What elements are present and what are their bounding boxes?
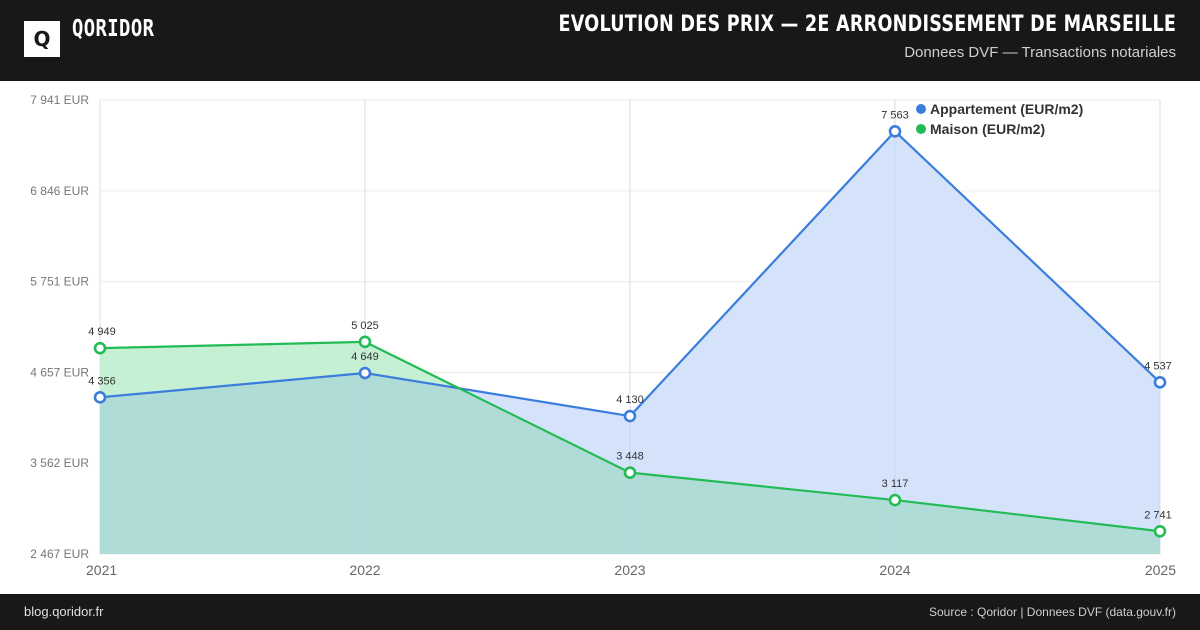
y-tick-label: 5 751 EUR (30, 275, 89, 289)
series-lines (93, 125, 1167, 538)
logo-glyph: Q (33, 27, 51, 51)
x-tick-label: 2024 (879, 562, 910, 578)
maison-point (888, 493, 902, 507)
appartement-value-label: 7 563 (881, 109, 909, 121)
appartement-value-label: 4 356 (88, 375, 116, 387)
price-chart: 2 467 EUR 3 562 EUR 4 657 EUR 5 751 EUR 6 84… (30, 93, 1176, 578)
y-tick-label: 6 846 EUR (30, 184, 89, 198)
appartement-point (623, 409, 637, 423)
chart-title: EVOLUTION DES PRIX — 2E ARRONDISSEMENT D… (558, 12, 1176, 37)
footer-bar: blog.qoridor.fr Source : Qoridor | Donne… (0, 594, 1200, 630)
y-tick-label: 4 657 EUR (30, 365, 89, 379)
maison-point (93, 341, 107, 355)
maison-point (623, 466, 637, 479)
header-bar: Q QORIDOR EVOLUTION DES PRIX — 2E ARROND… (0, 0, 1200, 81)
data-labels: 4 356 4 649 4 130 7 563 4 537 4 949 5 025 3 448… (88, 109, 1172, 521)
footer-source: Source : Qoridor | Donnees DVF (data.gou… (928, 605, 1176, 619)
maison-legend-label: Maison (EUR/m2) (930, 121, 1045, 137)
appartement-point (93, 391, 107, 404)
maison-value-label: 5 025 (351, 320, 379, 332)
axis-ticks: 2 467 EUR 3 562 EUR 4 657 EUR 5 751 EUR 6 84… (30, 93, 1176, 578)
maison-point (358, 335, 372, 349)
x-tick-label: 2023 (614, 562, 645, 578)
x-tick-label: 2025 (1145, 562, 1176, 578)
appartement-value-label: 4 537 (1144, 360, 1172, 372)
appartement-legend-label: Appartement (EUR/m2) (930, 101, 1083, 117)
maison-value-label: 3 448 (616, 451, 644, 463)
x-tick-label: 2022 (349, 562, 380, 578)
appartement-value-label: 4 130 (616, 394, 644, 406)
footer-site-link[interactable]: blog.qoridor.fr (24, 604, 104, 619)
appartement-legend-swatch (916, 104, 926, 114)
chart-subtitle: Donnees DVF — Transactions notariales (904, 44, 1176, 61)
maison-value-label: 2 741 (1144, 509, 1172, 521)
maison-legend-swatch (916, 124, 926, 134)
appartement-point (888, 125, 902, 138)
brand-name: QORIDOR (72, 16, 155, 42)
area-fills (100, 100, 1161, 554)
appartement-point (1153, 376, 1167, 389)
appartement-point (358, 366, 372, 380)
y-tick-label: 3 562 EUR (30, 456, 89, 470)
y-tick-label: 7 941 EUR (30, 93, 89, 107)
logo: Q (24, 21, 60, 57)
maison-value-label: 4 949 (88, 326, 116, 338)
legend: Appartement (EUR/m2) Maison (EUR/m2) (916, 101, 1083, 137)
x-tick-label: 2021 (86, 562, 117, 578)
maison-value-label: 3 117 (882, 478, 909, 490)
appartement-value-label: 4 649 (351, 351, 379, 363)
y-tick-label: 2 467 EUR (30, 547, 89, 561)
maison-point (1153, 524, 1167, 538)
